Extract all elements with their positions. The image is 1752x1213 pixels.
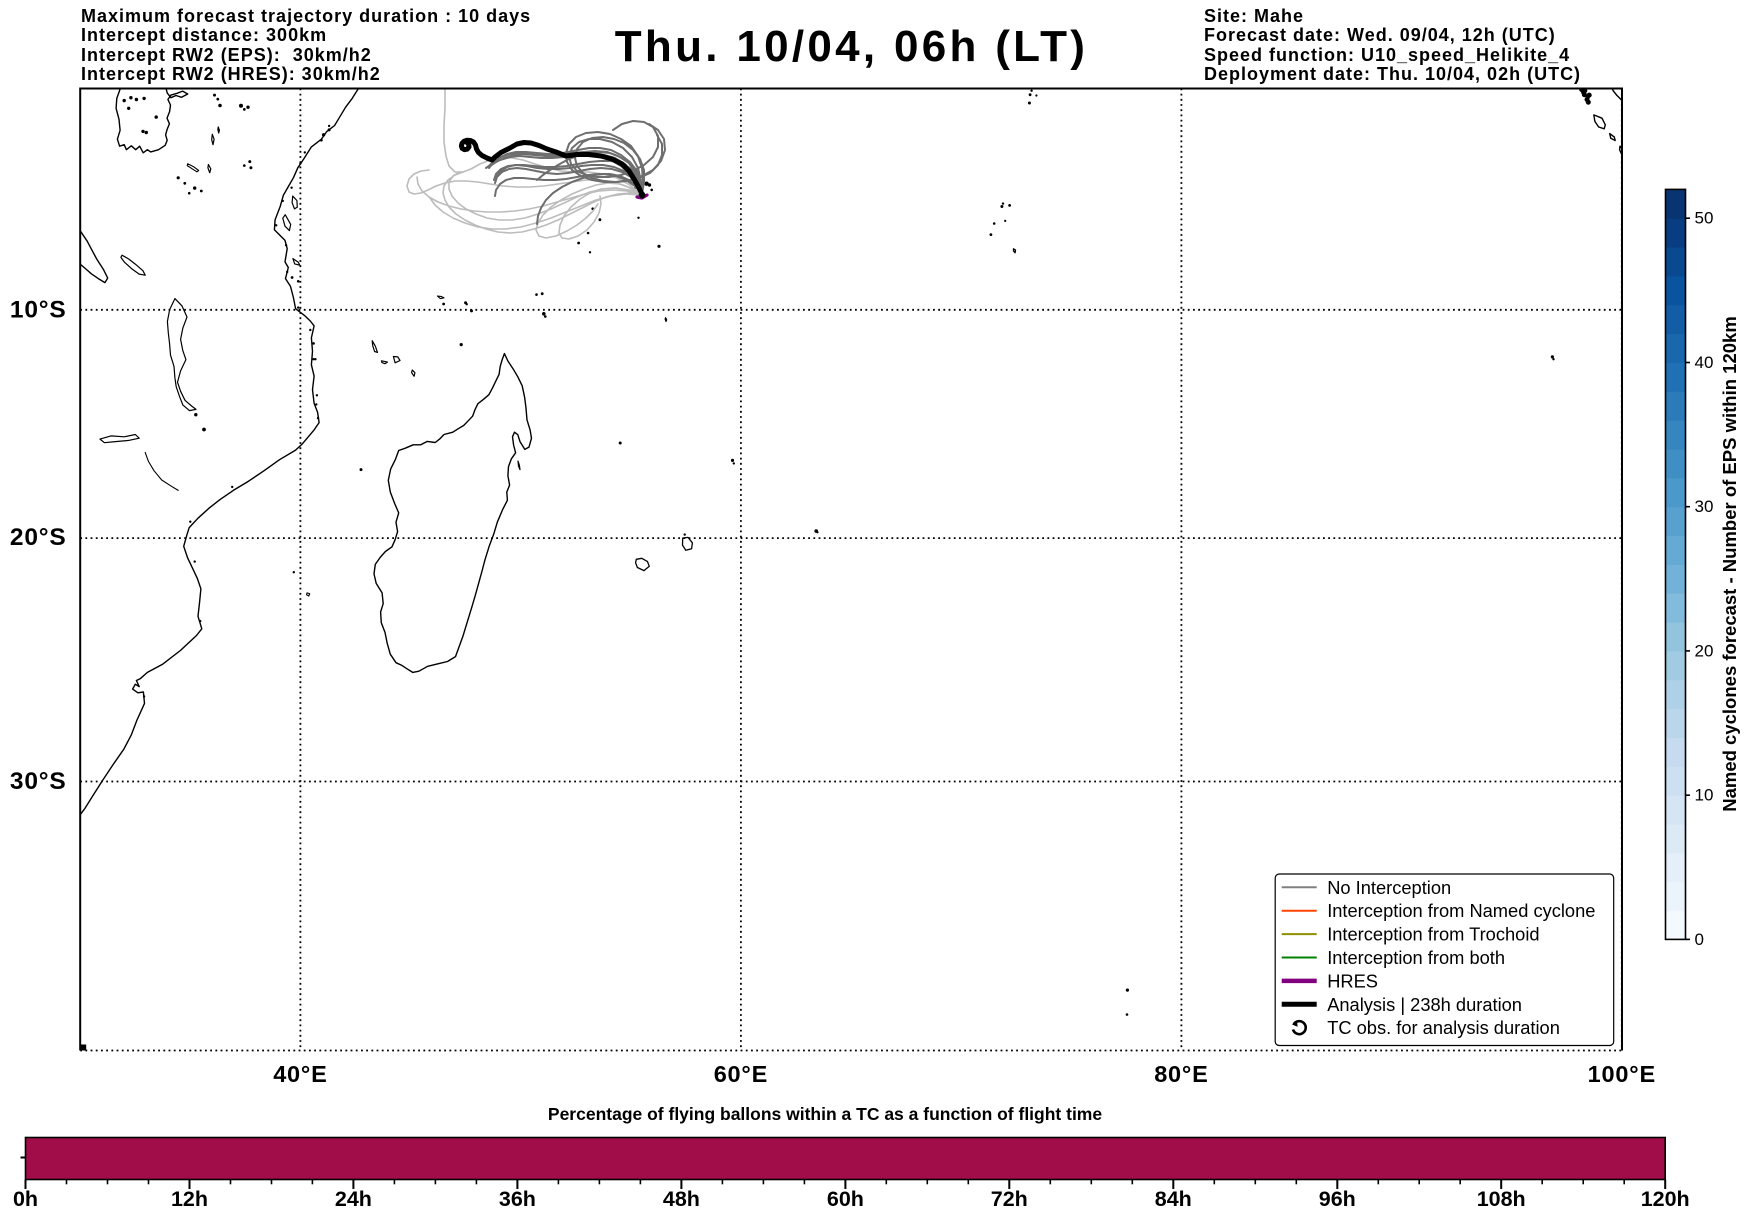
svg-text:0: 0 [1695, 930, 1704, 949]
svg-text:72h: 72h [991, 1187, 1028, 1211]
svg-text:36h: 36h [499, 1187, 536, 1211]
svg-text:84h: 84h [1155, 1187, 1192, 1211]
svg-text:96h: 96h [1319, 1187, 1356, 1211]
svg-text:60h: 60h [827, 1187, 864, 1211]
svg-text:No Interception: No Interception [1327, 877, 1451, 898]
svg-text:Percentage of flying ballons w: Percentage of flying ballons within a TC… [548, 1104, 1102, 1124]
svg-text:HRES: HRES [1327, 970, 1378, 991]
svg-text:Interception from Trochoid: Interception from Trochoid [1327, 924, 1539, 945]
svg-text:40°E: 40°E [273, 1061, 327, 1087]
svg-text:60°E: 60°E [714, 1061, 768, 1087]
svg-text:24h: 24h [335, 1187, 372, 1211]
svg-text:Named cyclones forecast - Numb: Named cyclones forecast - Number of EPS … [1719, 316, 1740, 812]
svg-text:20: 20 [1695, 641, 1714, 660]
svg-text:48h: 48h [663, 1187, 700, 1211]
svg-text:10: 10 [1695, 786, 1714, 805]
svg-text:Interception from both: Interception from both [1327, 947, 1505, 968]
svg-text:TC obs. for analysis duration: TC obs. for analysis duration [1327, 1017, 1560, 1038]
svg-text:40: 40 [1695, 353, 1714, 372]
svg-text:10°S: 10°S [10, 297, 67, 324]
svg-text:50: 50 [1695, 209, 1714, 228]
svg-text:30: 30 [1695, 497, 1714, 516]
svg-text:100°E: 100°E [1588, 1061, 1656, 1087]
svg-text:0h: 0h [13, 1187, 38, 1211]
svg-text:108h: 108h [1477, 1187, 1526, 1211]
svg-text:Analysis | 238h duration: Analysis | 238h duration [1327, 994, 1522, 1015]
svg-text:12h: 12h [171, 1187, 208, 1211]
svg-text:30°S: 30°S [10, 768, 67, 795]
svg-text:120h: 120h [1641, 1187, 1690, 1211]
svg-text:80°E: 80°E [1154, 1061, 1208, 1087]
svg-text:20°S: 20°S [10, 524, 67, 551]
svg-text:Interception from Named cyclon: Interception from Named cyclone [1327, 900, 1595, 921]
